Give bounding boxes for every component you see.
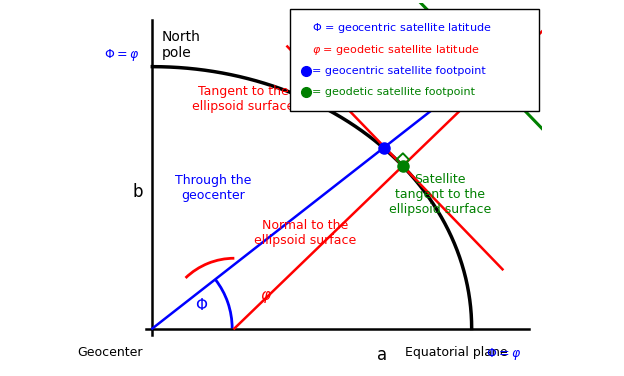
FancyBboxPatch shape [290, 9, 539, 111]
Text: = geocentric satellite footpoint: = geocentric satellite footpoint [312, 66, 485, 76]
Text: b: b [132, 183, 143, 201]
Text: Normal to the
ellipsoid surface: Normal to the ellipsoid surface [255, 219, 357, 247]
Text: $\varphi$ = geodetic satellite latitude: $\varphi$ = geodetic satellite latitude [312, 42, 479, 57]
Text: a: a [377, 346, 388, 364]
Text: Equatorial plane: Equatorial plane [404, 346, 507, 359]
Polygon shape [482, 48, 507, 74]
Text: Geocenter: Geocenter [77, 346, 143, 359]
Text: $\Phi=\varphi$: $\Phi=\varphi$ [486, 346, 521, 362]
Text: Tangent to the
ellipsoid surface: Tangent to the ellipsoid surface [192, 85, 295, 112]
Text: $\Phi=\varphi$: $\Phi=\varphi$ [104, 47, 140, 64]
Text: North
pole: North pole [162, 30, 201, 60]
Text: Through the
geocenter: Through the geocenter [175, 174, 251, 202]
Text: $\varphi$: $\varphi$ [260, 288, 272, 305]
Text: Satellite
tangent to the
ellipsoid surface: Satellite tangent to the ellipsoid surfa… [389, 173, 491, 216]
Text: $\Phi$ = geocentric satellite latitude: $\Phi$ = geocentric satellite latitude [312, 21, 492, 35]
Text: = geodetic satellite footpoint: = geodetic satellite footpoint [312, 87, 475, 97]
Text: $\Phi$: $\Phi$ [195, 297, 208, 312]
